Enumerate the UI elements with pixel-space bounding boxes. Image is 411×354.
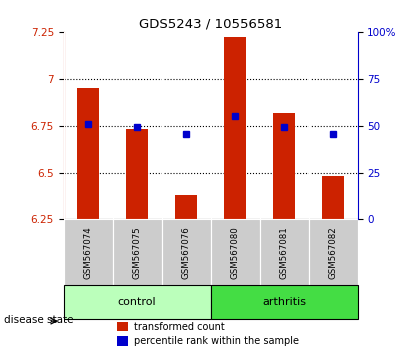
Text: disease state: disease state: [4, 315, 74, 325]
Bar: [117, 321, 128, 331]
Bar: [211, 219, 260, 285]
Bar: [64, 285, 210, 319]
Text: percentile rank within the sample: percentile rank within the sample: [134, 336, 299, 346]
Bar: [175, 195, 197, 219]
Bar: [162, 219, 211, 285]
Bar: [322, 176, 344, 219]
Title: GDS5243 / 10556581: GDS5243 / 10556581: [139, 18, 282, 31]
Text: GSM567075: GSM567075: [133, 226, 142, 279]
Bar: [309, 219, 358, 285]
Bar: [273, 113, 295, 219]
Text: arthritis: arthritis: [262, 297, 306, 307]
Bar: [260, 219, 309, 285]
Text: control: control: [118, 297, 157, 307]
Bar: [77, 88, 99, 219]
Bar: [113, 219, 162, 285]
Bar: [126, 129, 148, 219]
Text: GSM567082: GSM567082: [328, 226, 337, 279]
Bar: [64, 219, 113, 285]
Text: transformed count: transformed count: [134, 322, 225, 332]
Bar: [211, 285, 358, 319]
Text: GSM567074: GSM567074: [84, 226, 93, 279]
Text: GSM567080: GSM567080: [231, 226, 240, 279]
Bar: [224, 38, 246, 219]
Bar: [117, 336, 128, 346]
Text: GSM567081: GSM567081: [279, 226, 289, 279]
Text: GSM567076: GSM567076: [182, 226, 191, 279]
